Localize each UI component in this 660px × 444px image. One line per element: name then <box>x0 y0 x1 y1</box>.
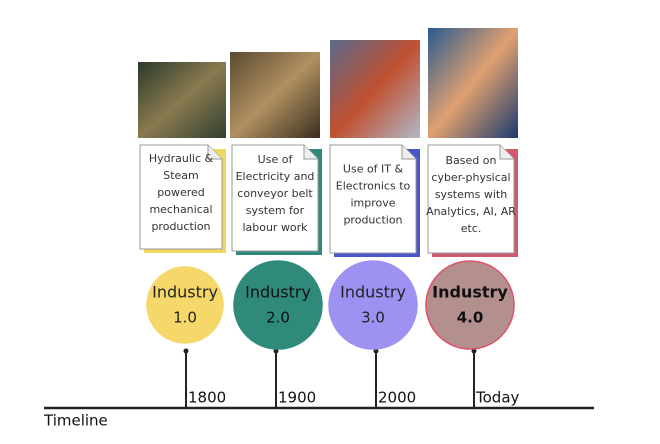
stage-description: Electronics to <box>336 180 411 193</box>
stage-description: Analytics, AI, AR <box>426 205 516 218</box>
note-card <box>329 144 417 254</box>
stage-version: 2.0 <box>266 309 290 327</box>
connector-dot <box>183 348 189 354</box>
stage-description: Use of <box>258 153 294 166</box>
stage-circle <box>233 260 323 350</box>
stage-year: Today <box>475 389 520 407</box>
stage-year: 1900 <box>278 389 316 407</box>
connector-dot <box>373 348 379 354</box>
connector-dot <box>273 348 279 354</box>
stage-description: production <box>343 214 402 227</box>
stage-description: mechanical <box>149 203 212 216</box>
stage-description: etc. <box>461 222 482 235</box>
note-card <box>139 144 223 250</box>
timeline-label: Timeline <box>43 412 108 430</box>
stage-name: Industry <box>152 283 218 302</box>
stage-photo <box>138 62 226 138</box>
stage-photo <box>230 52 320 138</box>
stage-description: Use of IT & <box>343 163 404 176</box>
stage-photo <box>330 40 420 138</box>
note-fold <box>303 145 318 160</box>
stage-name: Industry <box>432 283 508 302</box>
stage-version: 4.0 <box>457 309 484 327</box>
stage-name: Industry <box>340 283 406 302</box>
stage-description: production <box>151 220 210 233</box>
note-fold <box>401 145 416 160</box>
stage-description: Electricity and <box>236 170 315 183</box>
stage-description: cyber-physical <box>431 171 510 184</box>
stage-circle <box>425 260 515 350</box>
stage-description: conveyor belt <box>237 187 313 200</box>
stage-circle <box>146 266 224 344</box>
stage-description: systems with <box>435 188 507 201</box>
stage-description: powered <box>157 186 205 199</box>
stage-description: improve <box>350 197 395 210</box>
stage-description: Hydraulic & <box>149 152 214 165</box>
stage-version: 1.0 <box>173 309 197 327</box>
note-card <box>231 144 319 252</box>
stage-description: Based on <box>446 154 497 167</box>
stage-year: 1800 <box>188 389 226 407</box>
note-fold <box>499 145 514 160</box>
stage-description: labour work <box>242 221 308 234</box>
note-fold <box>207 145 222 160</box>
stage-circle <box>328 260 418 350</box>
stage-photo <box>428 28 518 138</box>
stage-name: Industry <box>245 283 311 302</box>
stage-description: Steam <box>163 169 199 182</box>
stage-version: 3.0 <box>361 309 385 327</box>
connector-dot <box>471 348 477 354</box>
note-card <box>427 144 515 254</box>
stage-year: 2000 <box>378 389 416 407</box>
stage-description: system for <box>246 204 305 217</box>
